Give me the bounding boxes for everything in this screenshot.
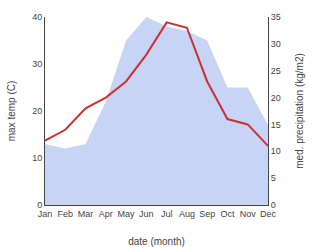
svg-text:Nov: Nov [240, 209, 257, 219]
svg-text:15: 15 [271, 120, 281, 130]
svg-text:0: 0 [271, 200, 276, 210]
svg-text:May: May [118, 209, 136, 219]
svg-text:Sep: Sep [199, 209, 215, 219]
svg-text:Feb: Feb [58, 209, 74, 219]
svg-text:Oct: Oct [220, 209, 235, 219]
svg-text:Aug: Aug [179, 209, 195, 219]
svg-text:20: 20 [271, 93, 281, 103]
svg-text:Jan: Jan [38, 209, 53, 219]
svg-text:20: 20 [32, 106, 42, 116]
svg-text:Jul: Jul [161, 209, 173, 219]
svg-text:Apr: Apr [99, 209, 113, 219]
svg-text:40: 40 [32, 12, 42, 22]
svg-text:30: 30 [32, 59, 42, 69]
svg-text:0: 0 [37, 200, 42, 210]
svg-text:Jun: Jun [139, 209, 154, 219]
svg-text:date (month): date (month) [128, 236, 185, 247]
svg-text:10: 10 [32, 153, 42, 163]
svg-text:35: 35 [271, 12, 281, 22]
svg-text:30: 30 [271, 39, 281, 49]
svg-text:med. precipitation (kg/m2): med. precipitation (kg/m2) [294, 53, 305, 169]
svg-text:Mar: Mar [78, 209, 94, 219]
svg-text:Dec: Dec [260, 209, 277, 219]
svg-text:5: 5 [271, 173, 276, 183]
svg-text:25: 25 [271, 66, 281, 76]
svg-text:max temp (C): max temp (C) [6, 81, 17, 142]
svg-text:10: 10 [271, 146, 281, 156]
